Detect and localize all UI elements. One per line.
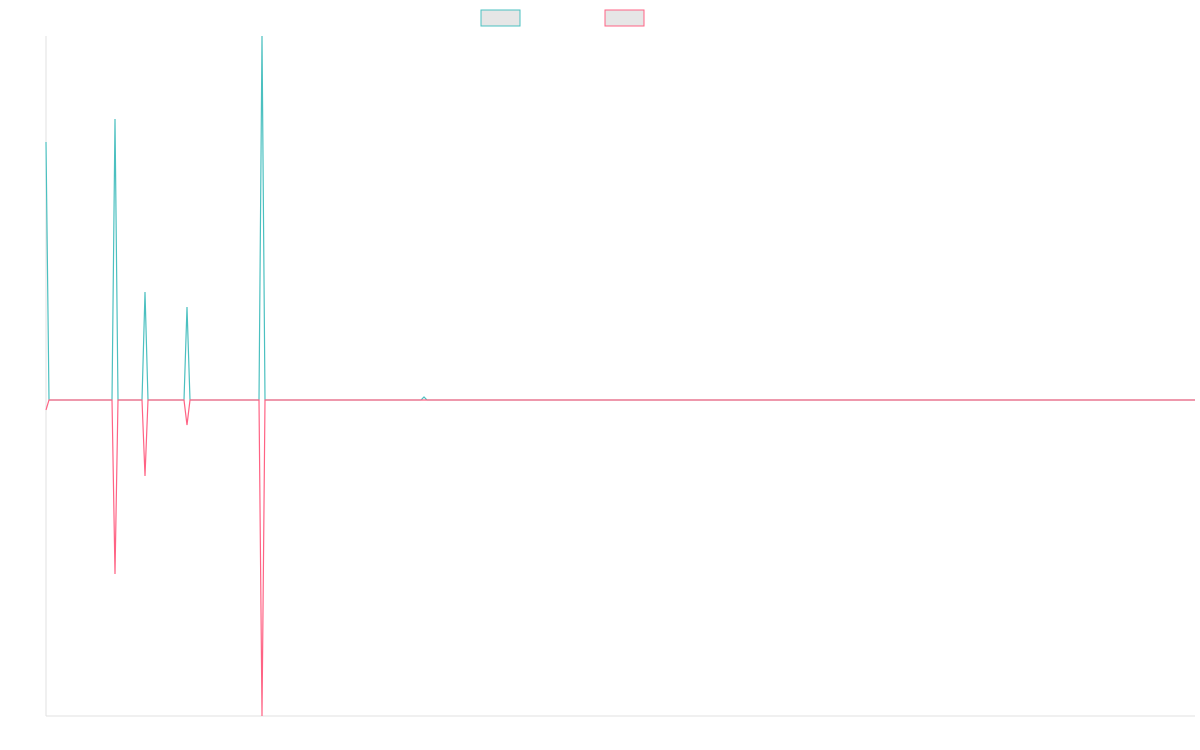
legend-box[interactable] [480,9,521,27]
line-series [45,35,1195,401]
legend-box[interactable] [604,9,645,27]
line-series [45,399,1195,717]
